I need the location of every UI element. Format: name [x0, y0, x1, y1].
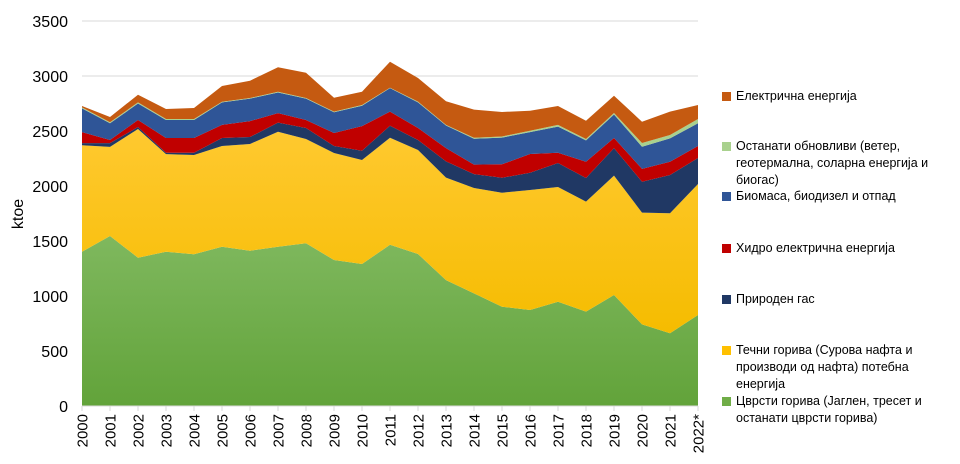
legend-swatch	[722, 397, 731, 406]
y-tick-label: 3500	[32, 14, 68, 31]
x-tick-label: 2012	[411, 414, 428, 447]
x-tick-label: 2020	[635, 414, 652, 447]
y-tick-label: 3000	[32, 69, 68, 86]
y-axis-label: ktoe	[10, 199, 27, 229]
x-tick-label: 2011	[383, 414, 400, 446]
legend-item-hydro: Хидро електрична енергија	[722, 240, 954, 257]
x-tick-labels: 2000 2001 2002 2003 2004 2005 2006 2007 2008 2009…	[75, 414, 708, 453]
x-tick-label: 2009	[327, 414, 344, 447]
x-tick-label: 2007	[271, 414, 288, 447]
x-tick-label: 2019	[607, 414, 624, 447]
legend-label: Електрична енергија	[736, 89, 857, 103]
y-tick-label: 1500	[32, 234, 68, 251]
x-tick-label: 2013	[439, 414, 456, 447]
x-tick-label: 2003	[159, 414, 176, 447]
x-tick-label: 2014	[467, 414, 484, 447]
legend-label: Хидро електрична енергија	[736, 241, 895, 255]
legend-swatch	[722, 244, 731, 253]
legend-label: Цврсти горива (Јаглен, тресет и останати…	[736, 394, 922, 425]
legend-item-other-renewables: Останати обновливи (ветер, геотермална, …	[722, 138, 954, 189]
axes	[81, 405, 699, 411]
legend-item-liquid-fuels: Течни горива (Сурова нафта и производи о…	[722, 342, 954, 393]
y-tick-label: 2500	[32, 124, 68, 141]
x-tick-label: 2008	[299, 414, 316, 447]
x-tick-label: 2018	[579, 414, 596, 447]
y-tick-label: 0	[59, 399, 68, 416]
area-hydro	[82, 111, 698, 182]
area-biomass	[82, 88, 698, 169]
y-tick-label: 500	[41, 344, 68, 361]
x-tick-label: 2005	[215, 414, 232, 447]
legend-label: Биомаса, биодизел и отпад	[736, 189, 896, 203]
legend-item-solid-fuels: Цврсти горива (Јаглен, тресет и останати…	[722, 393, 954, 427]
area-liquid-fuels	[82, 129, 698, 334]
legend-swatch	[722, 295, 731, 304]
x-tick-label: 2001	[103, 414, 120, 447]
area-electricity	[82, 61, 698, 144]
area-natural-gas	[82, 122, 698, 214]
x-tick-label: 2002	[131, 414, 148, 447]
x-tick-label: 2016	[523, 414, 540, 447]
legend-swatch	[722, 142, 731, 151]
legend-swatch	[722, 192, 731, 201]
y-tick-label: 2000	[32, 179, 68, 196]
x-tick-label: 2021	[663, 414, 680, 447]
area-solid-fuels	[82, 236, 698, 406]
y-tick-labels: 0 500 1000 1500 2000 2500 3000 3500	[32, 14, 68, 416]
x-tick-label: 2015	[495, 414, 512, 447]
legend-label: Останати обновливи (ветер, геотермална, …	[736, 139, 929, 187]
legend-swatch	[722, 92, 731, 101]
legend-label: Природен гас	[736, 292, 815, 306]
x-tick-label: 2004	[187, 414, 204, 447]
y-tick-label: 1000	[32, 289, 68, 306]
area-layers	[82, 61, 698, 406]
legend-item-biomass: Биомаса, биодизел и отпад	[722, 188, 954, 205]
legend-label: Течни горива (Сурова нафта и производи о…	[736, 343, 913, 391]
x-tick-label: 2017	[551, 414, 568, 447]
x-tick-label: 2010	[355, 414, 372, 447]
legend-swatch	[722, 346, 731, 355]
legend-item-natural-gas: Природен гас	[722, 291, 954, 308]
x-tick-label: 2006	[243, 414, 260, 447]
x-tick-label: 2000	[75, 414, 92, 447]
x-tick-label: 2022*	[691, 414, 708, 453]
legend-item-electricity: Електрична енергија	[722, 88, 954, 105]
